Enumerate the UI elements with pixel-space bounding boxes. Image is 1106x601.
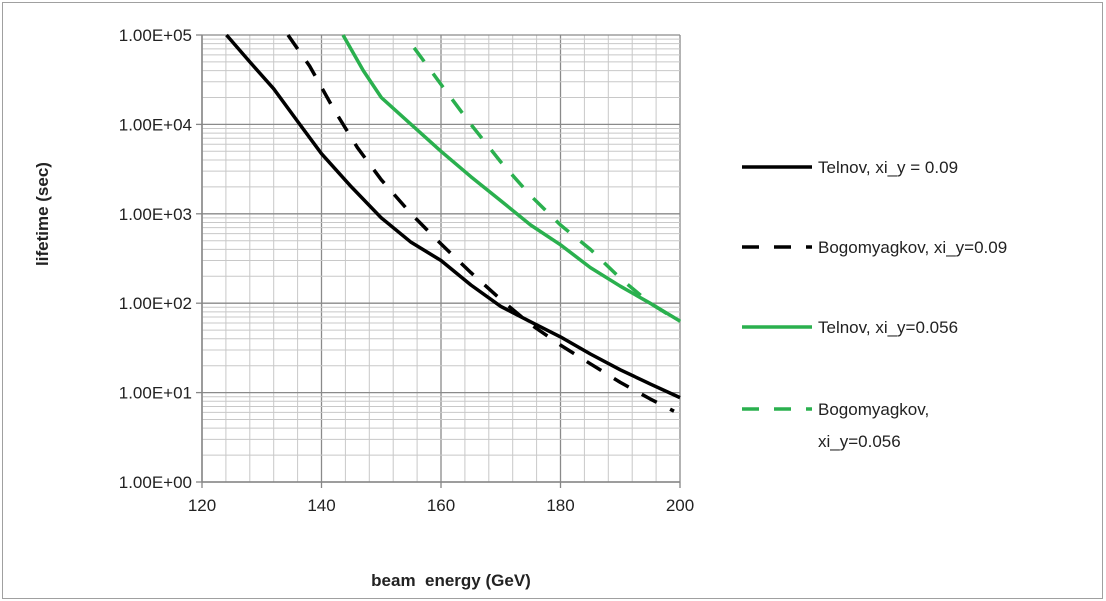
series-line-3	[341, 34, 681, 323]
series-line-1	[225, 33, 681, 400]
x-tick-label: 140	[307, 496, 335, 515]
tick-labels: 120 140 160 180 200 1.00E+00 1.00E+01 1.00E+02 1…	[119, 26, 694, 515]
x-tick-label: 160	[427, 496, 455, 515]
axes	[196, 34, 681, 488]
y-tick-label: 1.00E+05	[119, 26, 192, 45]
y-tick-label: 1.00E+01	[119, 384, 192, 403]
series-line-4	[412, 46, 681, 324]
x-tick-label: 200	[666, 496, 694, 515]
y-tick-label: 1.00E+04	[119, 115, 192, 134]
series-lines	[225, 33, 681, 413]
series-line-2	[286, 33, 675, 413]
x-tick-label: 180	[546, 496, 574, 515]
legend-label-3: Telnov, xi_y=0.056	[818, 318, 958, 337]
legend: Telnov, xi_y = 0.09 Bogomyagkov, xi_y=0.0…	[742, 158, 1007, 451]
legend-label-4: xi_y=0.056	[818, 432, 901, 451]
y-tick-label: 1.00E+02	[119, 294, 192, 313]
legend-label-1: Telnov, xi_y = 0.09	[818, 158, 958, 177]
y-axis-title: lifetime (sec)	[33, 162, 52, 266]
legend-label-2: Bogomyagkov, xi_y=0.09	[818, 238, 1007, 257]
y-tick-label: 1.00E+00	[119, 473, 192, 492]
x-tick-label: 120	[188, 496, 216, 515]
legend-label-4: Bogomyagkov,	[818, 400, 929, 419]
y-tick-label: 1.00E+03	[119, 205, 192, 224]
x-axis-title: beam energy (GeV)	[371, 571, 531, 590]
